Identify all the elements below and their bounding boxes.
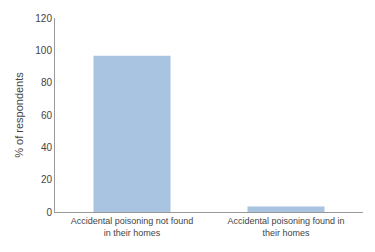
svg-text:40: 40 [41, 142, 53, 153]
svg-text:120: 120 [35, 13, 52, 24]
svg-text:100: 100 [35, 45, 52, 56]
svg-text:Accidental poisoning not found: Accidental poisoning not foundin their h… [71, 216, 194, 238]
svg-text:0: 0 [46, 207, 52, 218]
svg-text:Accidental poisoning found int: Accidental poisoning found intheir homes [227, 216, 344, 238]
svg-text:20: 20 [41, 174, 53, 185]
svg-text:60: 60 [41, 110, 53, 121]
svg-text:% of respondents: % of respondents [13, 72, 25, 158]
svg-text:80: 80 [41, 77, 53, 88]
